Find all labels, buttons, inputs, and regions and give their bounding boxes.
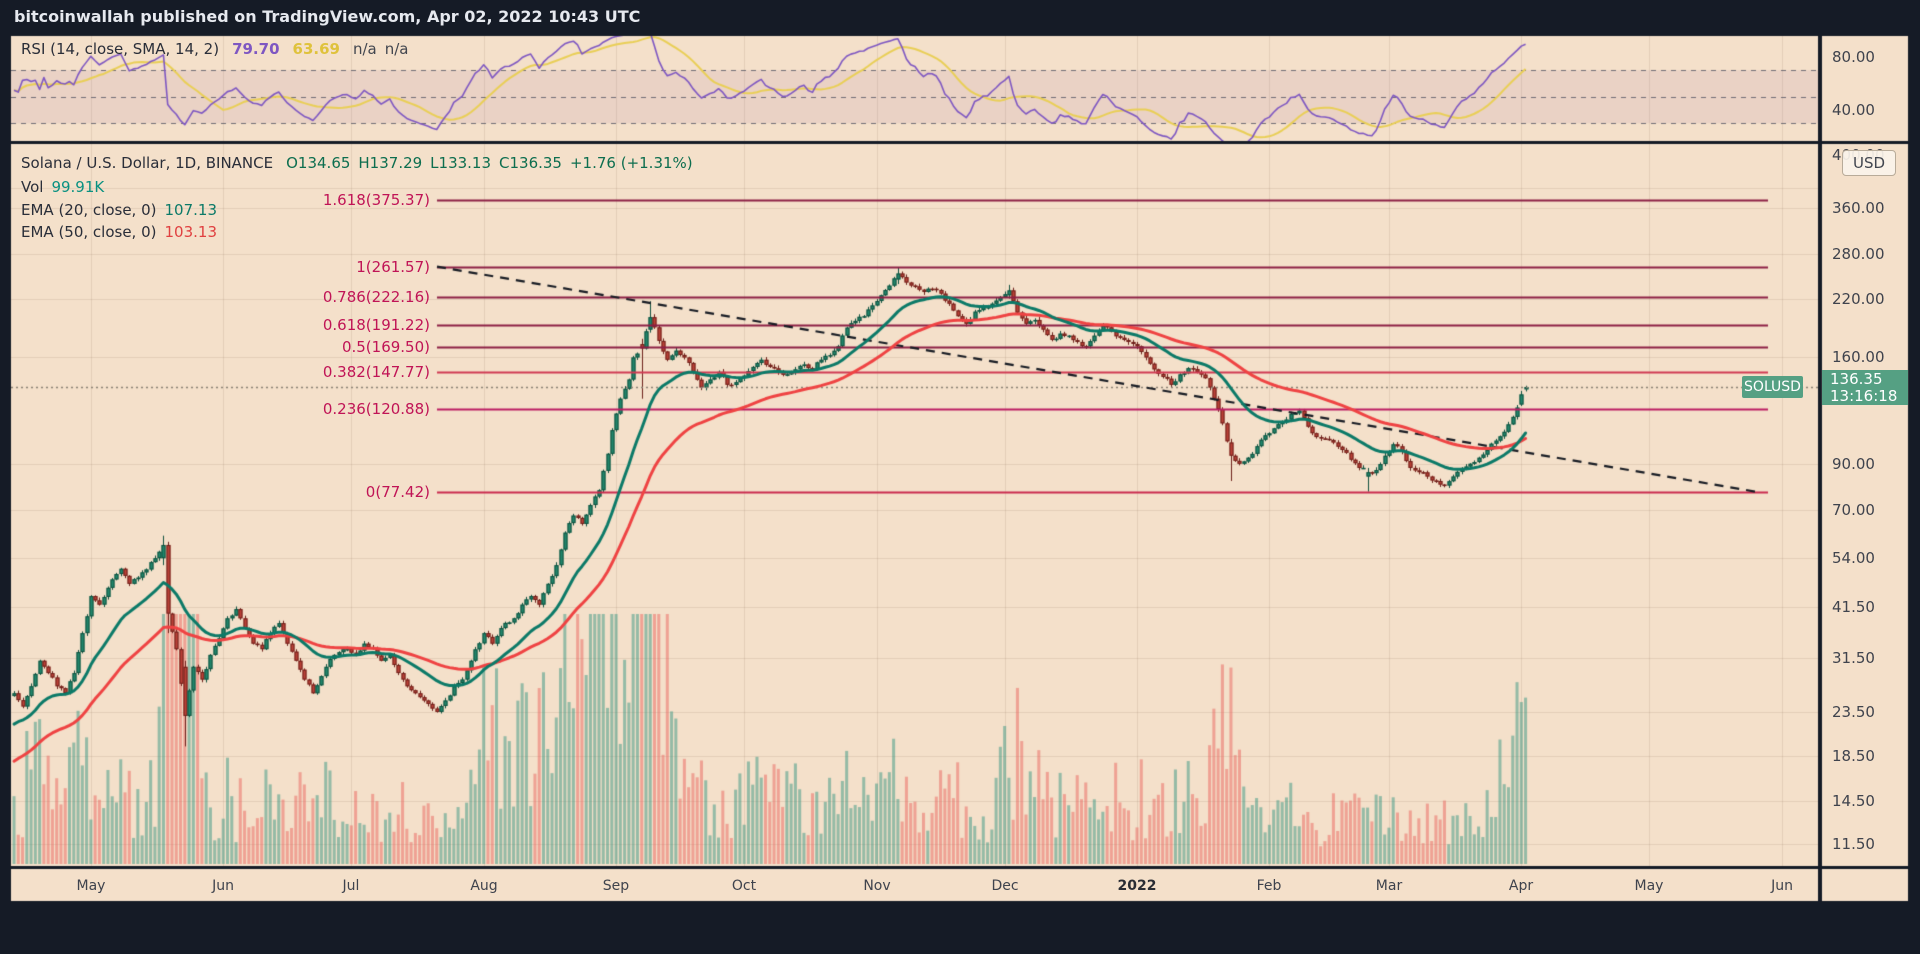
top-bar: bitcoinwallah published on TradingView.c… — [0, 0, 1920, 33]
price-axis-tick: 31.50 — [1832, 648, 1875, 667]
time-axis-tick: May — [1634, 878, 1664, 894]
ohlc-change: +1.76 (+1.31%) — [569, 154, 693, 172]
time-axis-tick: Sep — [602, 878, 630, 894]
symbol-legend: Solana / U.S. Dollar, 1D, BINANCE O134.6… — [21, 153, 693, 173]
fib-level-label: 1.618(375.37) — [322, 190, 430, 209]
rsi-legend-label: RSI (14, close, SMA, 14, 2) — [21, 39, 220, 58]
rsi-axis-tick: 80.00 — [1832, 48, 1875, 66]
time-axis-tick: Dec — [991, 878, 1019, 894]
rsi-legend: RSI (14, close, SMA, 14, 2) 79.70 63.69 … — [21, 39, 409, 58]
ohlc-high: H137.29 — [358, 154, 423, 172]
price-axis-tick: 360.00 — [1832, 198, 1885, 217]
time-axis-tick: Jun — [1771, 878, 1793, 894]
time-axis-tick: Aug — [470, 878, 498, 894]
price-axis-tick: 160.00 — [1832, 348, 1885, 367]
rsi-na-2: n/a — [384, 39, 409, 58]
price-axis-tick: 14.50 — [1832, 792, 1875, 811]
price-axis-tick: 18.50 — [1832, 747, 1875, 766]
ohlc-low: L133.13 — [430, 154, 492, 172]
price-axis-tick: 54.00 — [1832, 549, 1875, 568]
price-axis-tick: 41.50 — [1832, 597, 1875, 616]
time-axis-tick: Mar — [1375, 878, 1403, 894]
time-axis-tick: Oct — [731, 878, 757, 894]
time-axis-tick: 2022 — [1117, 878, 1157, 894]
time-axis-tick: May — [76, 878, 106, 894]
ema50-value: 103.13 — [164, 222, 218, 241]
usd-currency-button[interactable]: USD — [1842, 150, 1896, 176]
time-axis-tick: Apr — [1508, 878, 1534, 894]
time-axis-tick: Jun — [212, 878, 234, 894]
price-axis-tick: 280.00 — [1832, 245, 1885, 264]
last-price-value: 136.35 — [1830, 370, 1883, 388]
ema20-legend: EMA (20, close, 0) 107.13 — [21, 200, 217, 219]
ema50-legend: EMA (50, close, 0) 103.13 — [21, 222, 217, 241]
price-axis-tick: 23.50 — [1832, 702, 1875, 721]
last-price-symbol-tag: SOLUSD — [1742, 376, 1803, 398]
fib-level-label: 1(261.57) — [356, 257, 430, 276]
time-axis-tick: Jul — [342, 878, 360, 894]
rsi-na-1: n/a — [352, 39, 377, 58]
fib-level-label: 0.382(147.77) — [322, 363, 430, 382]
volume-legend: Vol 99.91K — [21, 177, 104, 196]
price-axis-tick: 90.00 — [1832, 454, 1875, 473]
volume-label: Vol — [21, 177, 44, 196]
rsi-value: 79.70 — [232, 39, 280, 58]
publish-text: bitcoinwallah published on TradingView.c… — [14, 7, 641, 26]
ema20-value: 107.13 — [164, 200, 218, 219]
ohlc-open: O134.65 — [286, 154, 351, 172]
fib-level-label: 0(77.42) — [365, 482, 430, 501]
time-axis-tick: Nov — [863, 878, 891, 894]
fib-level-label: 0.236(120.88) — [322, 400, 430, 419]
ema50-label: EMA (50, close, 0) — [21, 222, 157, 241]
symbol-title: Solana / U.S. Dollar, 1D, BINANCE — [21, 154, 274, 172]
fib-level-label: 0.786(222.16) — [322, 287, 430, 306]
price-axis-tick: 70.00 — [1832, 501, 1875, 520]
volume-value: 99.91K — [51, 177, 105, 196]
ohlc-close: C136.35 — [499, 154, 562, 172]
time-axis-tick: Feb — [1256, 878, 1282, 894]
fib-level-label: 0.618(191.22) — [322, 315, 430, 334]
last-price-badge: 136.35 13:16:18 — [1822, 370, 1908, 405]
price-axis-tick: 220.00 — [1832, 289, 1885, 308]
rsi-sma-value: 63.69 — [292, 39, 340, 58]
bar-countdown: 13:16:18 — [1830, 387, 1898, 405]
rsi-axis-tick: 40.00 — [1832, 101, 1875, 119]
ema20-label: EMA (20, close, 0) — [21, 200, 157, 219]
bottom-bar: TradingView — [0, 902, 1920, 954]
price-axis-tick: 11.50 — [1832, 835, 1875, 853]
fib-level-label: 0.5(169.50) — [341, 337, 430, 356]
